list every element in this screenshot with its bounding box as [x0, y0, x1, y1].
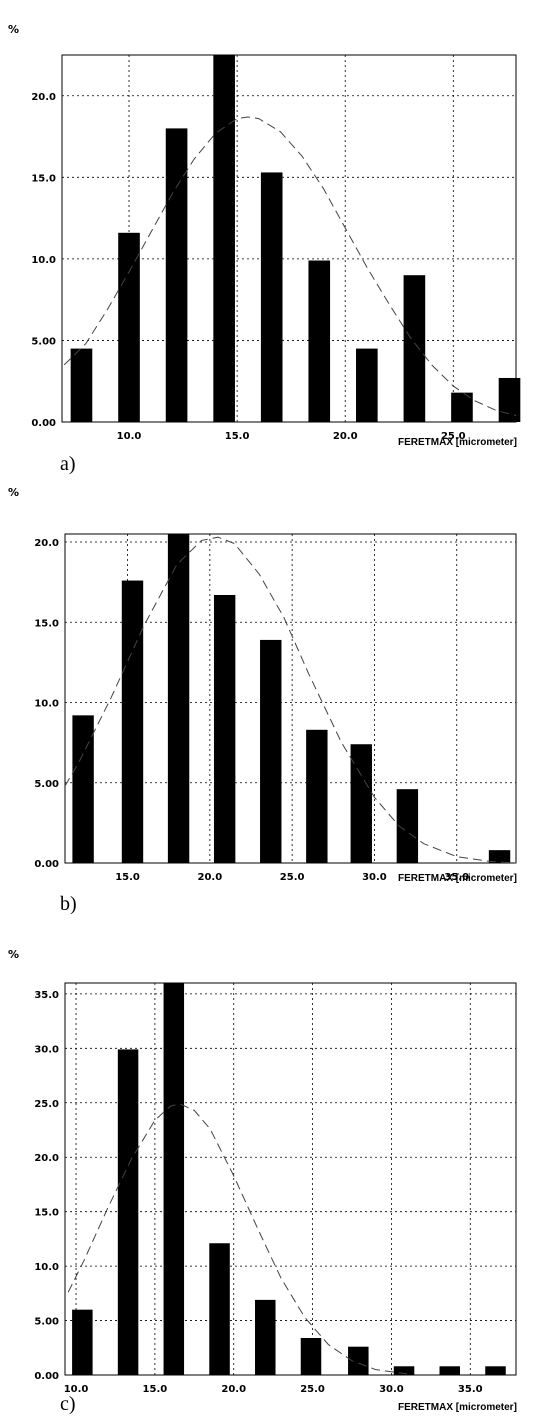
- y-tick-label: 5.00: [34, 1317, 59, 1328]
- bar: [260, 172, 283, 422]
- y-tick-label: 20.0: [34, 1153, 59, 1164]
- x-tick-label: 15.0: [143, 1384, 168, 1395]
- bar: [255, 1299, 276, 1375]
- x-tick-label: 25.0: [280, 872, 305, 883]
- bar: [488, 850, 511, 863]
- bar: [403, 275, 426, 422]
- y-tick-label: 20.0: [31, 92, 56, 103]
- y-unit-label: %: [8, 23, 19, 36]
- y-tick-label: 0.00: [34, 1371, 59, 1382]
- bar: [118, 232, 140, 422]
- fit-curve: [63, 116, 517, 416]
- y-tick-label: 15.0: [31, 173, 56, 184]
- y-tick-label: 10.0: [31, 255, 56, 266]
- x-tick-label: 20.0: [221, 1384, 246, 1395]
- y-tick-label: 0.00: [34, 859, 59, 870]
- bar: [209, 1243, 230, 1375]
- panel-label: c): [60, 1393, 76, 1415]
- chart-panel-b: 0.00 5.00 10.0 15.0 20.0 15.0 20.0 25.0 30.0 35.0…: [8, 486, 517, 915]
- y-tick-label: 15.0: [34, 1208, 59, 1219]
- y-unit-label: %: [8, 486, 19, 499]
- x-axis-label: FERETMAX [micrometer]: [398, 873, 517, 884]
- y-tick-label: 35.0: [34, 990, 59, 1001]
- bar: [213, 55, 235, 422]
- x-tick-label: 35.0: [458, 1384, 483, 1395]
- fit-curve: [64, 536, 517, 864]
- bar: [348, 1346, 369, 1375]
- bar: [356, 348, 378, 422]
- x-tick-label: 15.0: [225, 431, 250, 442]
- panel-label: b): [60, 893, 77, 915]
- bar: [121, 580, 144, 863]
- bar: [393, 1366, 415, 1375]
- y-tick-label: 20.0: [34, 538, 59, 549]
- bar: [308, 260, 331, 422]
- x-tick-label: 20.0: [333, 431, 358, 442]
- y-tick-label: 10.0: [34, 699, 59, 710]
- bar: [117, 1049, 139, 1375]
- bar: [485, 1366, 506, 1375]
- y-tick-label: 0.00: [31, 418, 56, 429]
- bar: [498, 377, 521, 422]
- bar: [72, 1309, 93, 1375]
- x-axis-label: FERETMAX [micrometer]: [398, 1402, 517, 1413]
- x-tick-label: 30.0: [379, 1384, 404, 1395]
- bar: [451, 392, 473, 422]
- chart-panel-a: 0.00 5.00 10.0 15.0 20.0 10.0 15.0 20.0 25.0% FER…: [8, 23, 521, 475]
- bar: [163, 983, 185, 1375]
- y-tick-label: 25.0: [34, 1099, 59, 1110]
- x-tick-label: 35.0: [444, 872, 469, 883]
- x-tick-label: 25.0: [441, 431, 466, 442]
- bar: [165, 128, 188, 422]
- x-tick-label: 30.0: [362, 872, 387, 883]
- x-tick-label: 20.0: [198, 872, 223, 883]
- y-tick-label: 15.0: [34, 618, 59, 629]
- bar: [167, 534, 190, 863]
- x-axis-label: FERETMAX [micrometer]: [398, 437, 517, 448]
- bar: [350, 744, 372, 863]
- y-unit-label: %: [8, 948, 19, 961]
- y-tick-label: 5.00: [34, 779, 59, 790]
- bar: [306, 729, 328, 863]
- bar: [396, 789, 419, 863]
- bar: [300, 1337, 322, 1375]
- bar: [70, 348, 93, 422]
- x-tick-label: 10.0: [117, 431, 142, 442]
- panel-label: a): [60, 453, 76, 475]
- y-tick-label: 5.00: [31, 336, 56, 347]
- x-tick-label: 10.0: [64, 1384, 89, 1395]
- bar: [213, 594, 236, 863]
- bar: [72, 715, 94, 863]
- x-tick-label: 25.0: [300, 1384, 325, 1395]
- chart-panel-c: 0.00 5.00 10.0 15.0 20.0 25.0 30.0 35.0 10.0 15.0…: [8, 948, 517, 1415]
- bar: [260, 639, 282, 863]
- y-tick-label: 10.0: [34, 1262, 59, 1273]
- y-tick-label: 30.0: [34, 1044, 59, 1055]
- bar: [439, 1366, 461, 1375]
- x-tick-label: 15.0: [115, 872, 140, 883]
